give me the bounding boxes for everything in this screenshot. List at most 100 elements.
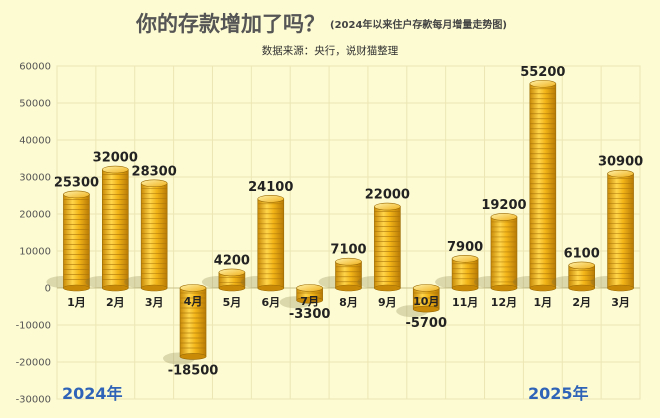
y-tick-label: 60000 [19, 62, 51, 73]
bar-bottom [179, 353, 207, 360]
bar-body [257, 198, 285, 289]
y-tick-label: 50000 [19, 99, 51, 110]
y-tick-label: 20000 [19, 210, 51, 221]
bar-top-coin [568, 261, 596, 270]
data-label: 32000 [93, 151, 138, 166]
bar-bottom [568, 284, 596, 292]
bar-top-coin [529, 79, 557, 88]
bar-body [490, 216, 518, 289]
bar-12 [473, 213, 518, 292]
bar-top-coin [140, 179, 168, 188]
x-tick-label: 4月 [184, 295, 203, 308]
y-tick-label: 30000 [19, 173, 51, 184]
bar-bottom [529, 284, 557, 292]
data-label: 28300 [132, 164, 177, 179]
bar-body [529, 83, 557, 289]
bar-top-coin [296, 284, 323, 292]
year-label-2025: 2025年 [528, 384, 589, 403]
y-tick-label: -30000 [16, 395, 51, 406]
bar-2 [85, 165, 129, 292]
bar-top-coin [218, 268, 246, 277]
x-tick-label: 3月 [611, 296, 630, 309]
x-tick-label: 5月 [223, 296, 242, 309]
bar-body [140, 182, 168, 289]
data-label: -5700 [405, 316, 447, 331]
y-tick-label: 10000 [19, 247, 51, 258]
bar-bottom [102, 284, 129, 292]
bar-top-coin [374, 202, 401, 211]
bar-7 [279, 284, 323, 309]
chart-title: 你的存款增加了吗？ [136, 12, 325, 36]
bar-top-coin [412, 284, 440, 292]
bar-8 [318, 257, 362, 292]
bar-bottom [257, 284, 285, 292]
x-tick-label: 7月 [300, 295, 319, 308]
bar-1 [46, 190, 90, 292]
bar-body [335, 261, 362, 289]
data-label: -3300 [289, 307, 331, 322]
data-label: 7900 [447, 240, 483, 255]
year-label-2024: 2024年 [62, 384, 123, 403]
bar-top-coin [335, 257, 362, 266]
x-tick-label: 10月 [413, 295, 439, 308]
y-tick-label: 40000 [19, 136, 51, 147]
data-source: 数据来源：央行，说财猫整理 [261, 45, 399, 57]
bar-5 [201, 268, 246, 292]
bar-body [102, 169, 129, 289]
bar-6 [240, 195, 285, 292]
bar-top-coin [63, 190, 90, 199]
x-tick-label: 11月 [452, 296, 478, 309]
x-tick-label: 1月 [534, 296, 553, 309]
bar-bottom [607, 284, 634, 292]
bar-4 [163, 284, 207, 365]
bar-body [451, 258, 479, 289]
bar-bottom [490, 284, 518, 292]
bar-bottom [218, 284, 246, 292]
chart-subtitle: (2024年以来住户存款每月增量走势图) [330, 20, 507, 31]
bar-11 [435, 254, 479, 292]
bar-15 [590, 169, 634, 292]
data-label: 25300 [54, 175, 99, 190]
x-tick-label: 1月 [67, 296, 86, 309]
bar-top-coin [607, 169, 634, 178]
bar-top-coin [102, 165, 129, 174]
x-tick-label: 9月 [378, 296, 397, 309]
bar-14 [551, 261, 596, 292]
data-label: 22000 [365, 188, 410, 203]
data-label: 6100 [564, 246, 600, 261]
y-tick-label: 0 [45, 284, 51, 295]
bar-bottom [296, 296, 323, 304]
bar-13 [512, 79, 557, 292]
bar-10 [396, 284, 440, 318]
x-tick-label: 2月 [572, 296, 591, 309]
bar-body [374, 206, 401, 289]
bar-top-coin [257, 195, 285, 203]
bar-bottom [140, 284, 168, 292]
bar-bottom [451, 284, 479, 292]
bar-body [63, 194, 90, 289]
bar-top-coin [451, 254, 479, 263]
data-label: 19200 [481, 198, 526, 213]
bar-3 [124, 179, 168, 292]
data-label: 24100 [248, 180, 293, 195]
bar-bottom [63, 284, 90, 292]
x-tick-label: 3月 [145, 296, 164, 309]
bar-body [607, 173, 634, 289]
bar-top-coin [179, 284, 207, 292]
x-tick-label: 12月 [491, 296, 517, 309]
bar-bottom [374, 284, 401, 292]
bar-bottom [335, 284, 362, 292]
x-tick-label: 6月 [261, 296, 280, 309]
bar-bottom [412, 305, 440, 313]
x-tick-label: 8月 [339, 296, 358, 309]
data-label: 7100 [330, 243, 366, 258]
data-label: 55200 [520, 65, 565, 80]
data-label: 4200 [214, 253, 250, 268]
data-label: -18500 [168, 363, 219, 378]
y-tick-label: -20000 [16, 358, 51, 369]
data-label: 30900 [598, 155, 643, 170]
bar-top-coin [490, 213, 518, 221]
y-tick-label: -10000 [16, 321, 51, 332]
